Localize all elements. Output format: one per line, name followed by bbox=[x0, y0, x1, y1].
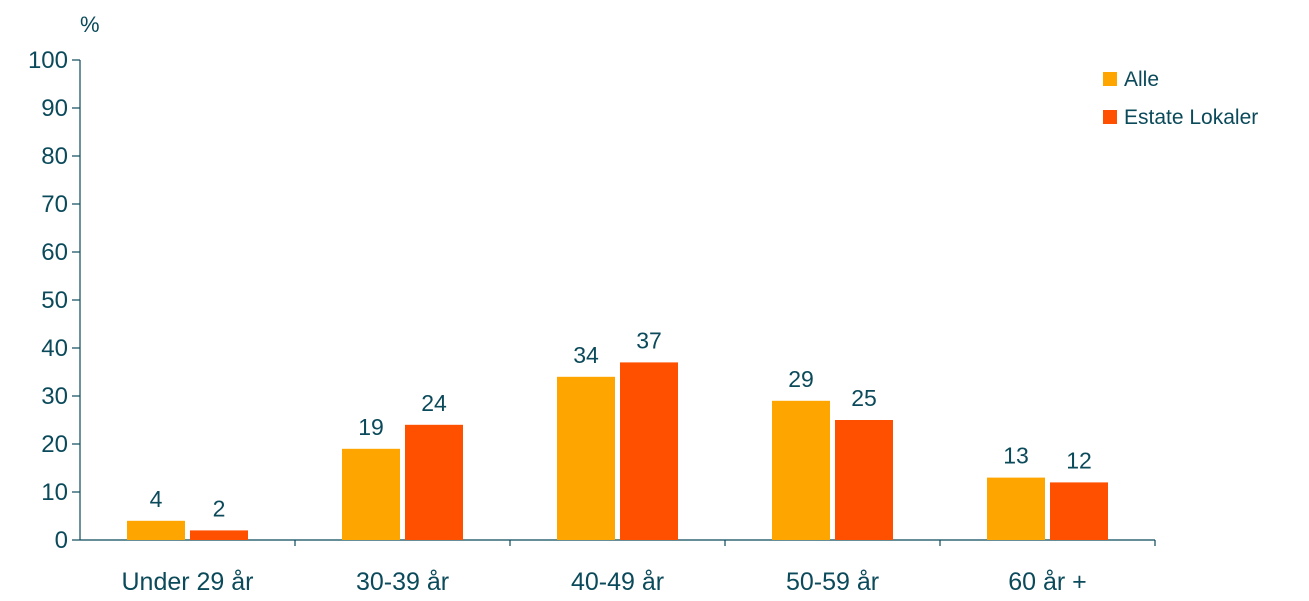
bar bbox=[342, 448, 400, 540]
category-label: 30-39 år bbox=[356, 568, 449, 596]
data-label: 12 bbox=[1066, 447, 1092, 473]
legend-label: Alle bbox=[1124, 68, 1159, 91]
category-label: 60 år + bbox=[1008, 568, 1087, 596]
data-label: 34 bbox=[573, 342, 599, 368]
bar bbox=[557, 376, 615, 540]
y-tick-label: 90 bbox=[41, 95, 68, 122]
y-tick-label: 0 bbox=[55, 527, 68, 554]
bar bbox=[1050, 482, 1108, 540]
bar bbox=[772, 400, 830, 540]
data-label: 19 bbox=[358, 414, 384, 440]
y-tick-label: 30 bbox=[41, 383, 68, 410]
bar bbox=[127, 520, 185, 540]
category-label: 40-49 år bbox=[571, 568, 664, 596]
y-tick-label: 40 bbox=[41, 335, 68, 362]
y-axis-ticks: 0 10 20 30 40 50 60 70 80 90 100 bbox=[28, 47, 80, 554]
bar bbox=[987, 477, 1045, 540]
y-axis-unit-label: % bbox=[80, 12, 100, 37]
data-label: 25 bbox=[851, 385, 877, 411]
data-label: 29 bbox=[788, 366, 814, 392]
y-tick-label: 10 bbox=[41, 479, 68, 506]
bar bbox=[835, 420, 893, 540]
y-tick-label: 50 bbox=[41, 287, 68, 314]
data-label: 13 bbox=[1003, 443, 1029, 469]
category-label: 50-59 år bbox=[786, 568, 879, 596]
y-tick-label: 80 bbox=[41, 143, 68, 170]
y-tick-label: 20 bbox=[41, 431, 68, 458]
bar bbox=[620, 362, 678, 540]
y-tick-label: 100 bbox=[28, 47, 68, 74]
data-label: 4 bbox=[150, 486, 163, 512]
legend-swatch bbox=[1103, 110, 1117, 124]
category-labels: Under 29 år 30-39 år 40-49 år 50-59 år 60 år… bbox=[121, 540, 1156, 596]
category-label: Under 29 år bbox=[121, 568, 253, 596]
data-label: 2 bbox=[213, 495, 226, 521]
y-tick-label: 60 bbox=[41, 239, 68, 266]
legend: Alle Estate Lokaler bbox=[1103, 68, 1258, 129]
bar bbox=[405, 424, 463, 540]
data-label: 37 bbox=[636, 327, 662, 353]
legend-label: Estate Lokaler bbox=[1124, 106, 1258, 129]
data-label: 24 bbox=[421, 390, 447, 416]
bar-series: 4 2 19 24 34 37 29 25 13 12 bbox=[127, 327, 1108, 540]
bar bbox=[190, 530, 248, 540]
legend-swatch bbox=[1103, 72, 1117, 86]
y-tick-label: 70 bbox=[41, 191, 68, 218]
